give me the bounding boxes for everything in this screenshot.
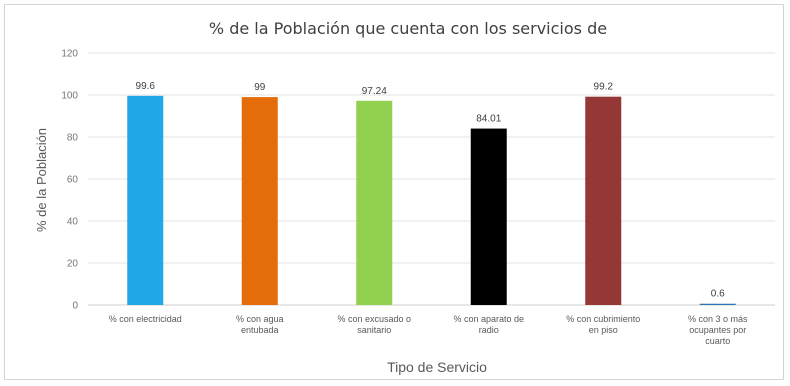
category-label: % con excusado o sanitario xyxy=(337,314,411,335)
category-labels: % con electricidad % con agua entubada % co… xyxy=(109,314,748,346)
bar xyxy=(699,303,736,305)
bar xyxy=(356,100,393,306)
bars xyxy=(127,95,736,306)
data-labels: 99.6 99 97.24 84.01 99.2 0.6 xyxy=(136,81,726,300)
category-label: % con cubrimiento en piso xyxy=(566,314,640,335)
data-label: 99 xyxy=(254,82,266,93)
gridlines xyxy=(88,52,775,306)
y-tick-label: 0 xyxy=(72,301,78,312)
y-tick-label: 120 xyxy=(61,49,78,60)
bar xyxy=(127,95,164,305)
y-tick-label: 60 xyxy=(67,175,79,186)
bar xyxy=(470,128,507,305)
data-label: 99.6 xyxy=(136,81,156,92)
data-label: 0.6 xyxy=(711,289,725,300)
data-label: 84.01 xyxy=(476,114,501,125)
y-tick-label: 100 xyxy=(61,91,78,102)
category-label: % con 3 o más ocupantes por cuarto xyxy=(688,314,748,346)
bar xyxy=(585,96,622,306)
category-label: % con agua entubada xyxy=(236,314,284,335)
category-label: % con aparato de radio xyxy=(453,314,524,335)
data-label: 97.24 xyxy=(362,86,387,97)
x-axis-label: Tipo de Servicio xyxy=(387,359,487,375)
y-tick-label: 20 xyxy=(67,259,79,270)
y-tick-label: 40 xyxy=(67,217,79,228)
y-axis-label: % de la Población xyxy=(34,128,49,232)
chart-title: % de la Población que cuenta con los ser… xyxy=(209,19,607,38)
data-label: 99.2 xyxy=(594,82,614,93)
bar xyxy=(241,97,278,305)
category-label: % con electricidad xyxy=(109,314,182,324)
y-tick-label: 80 xyxy=(67,133,79,144)
y-axis-ticks: 0 20 40 60 80 100 120 xyxy=(61,49,78,312)
